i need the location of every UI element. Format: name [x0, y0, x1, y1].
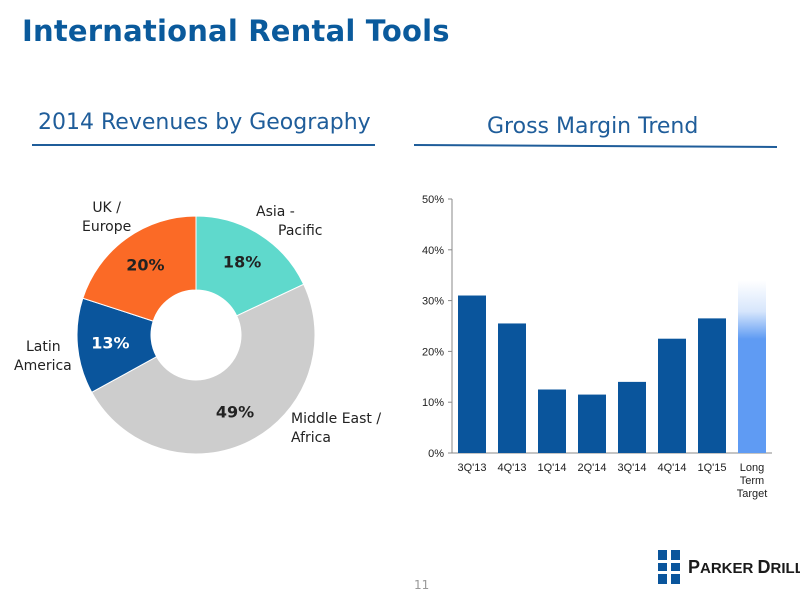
x-tick-label: Term	[740, 475, 764, 487]
x-tick-label: 1Q'15	[697, 462, 726, 474]
pie-slice-middle-east-africa	[91, 283, 316, 455]
page-number: 11	[414, 578, 430, 592]
pie-label-asia-pacific: Asia - Pacific	[256, 204, 323, 239]
x-tick-label: 1Q'14	[537, 462, 566, 474]
pie-slice-asia-pacific	[195, 215, 305, 317]
parker-drilling-logo-text: PARKER DRILLING	[688, 556, 800, 577]
parker-drilling-logo-icon	[658, 550, 680, 584]
x-tick-label: Long	[740, 462, 764, 474]
bar-4q13	[498, 323, 526, 453]
x-tick-label: 4Q'14	[657, 462, 686, 474]
pie-section-title: 2014 Revenues by Geography	[38, 110, 371, 135]
x-tick-label: Target	[737, 488, 768, 500]
x-tick-label: 3Q'13	[457, 462, 486, 474]
x-tick-label: 2Q'14	[577, 462, 606, 474]
pie-slice-uk-europe	[82, 215, 197, 322]
pie-percent-label: 13%	[91, 333, 130, 353]
pie-title-rule	[32, 144, 375, 146]
bar-3q13	[458, 295, 486, 453]
bar-4q14	[658, 338, 686, 453]
pie-label-middle-east-africa: Middle East / Africa	[291, 411, 382, 446]
pie-percent-label: 20%	[126, 255, 165, 275]
y-tick-label: 30%	[422, 296, 444, 308]
parker-drilling-logo: PARKER DRILLING	[658, 550, 800, 584]
y-tick-label: 0%	[428, 448, 444, 460]
pie-percent-label: 18%	[222, 252, 262, 272]
bar-2q14	[578, 394, 606, 453]
bar-1q15	[698, 318, 726, 453]
bar-1q14	[538, 389, 566, 453]
y-tick-label: 10%	[422, 397, 444, 409]
pie-label-latin-america: Latin America	[14, 339, 72, 374]
bar-long-term-target	[738, 280, 766, 453]
x-tick-label: 4Q'13	[497, 462, 526, 474]
bar-section-title: Gross Margin Trend	[487, 114, 699, 139]
pie-label-uk-europe: UK / Europe	[82, 200, 132, 235]
bar-3q14	[618, 381, 646, 453]
pie-percent-label: 49%	[215, 402, 255, 422]
y-tick-label: 40%	[422, 245, 444, 257]
y-tick-label: 50%	[422, 194, 444, 206]
page-title: International Rental Tools	[22, 14, 450, 48]
x-tick-label: 3Q'14	[617, 462, 646, 474]
y-tick-label: 20%	[422, 346, 444, 358]
